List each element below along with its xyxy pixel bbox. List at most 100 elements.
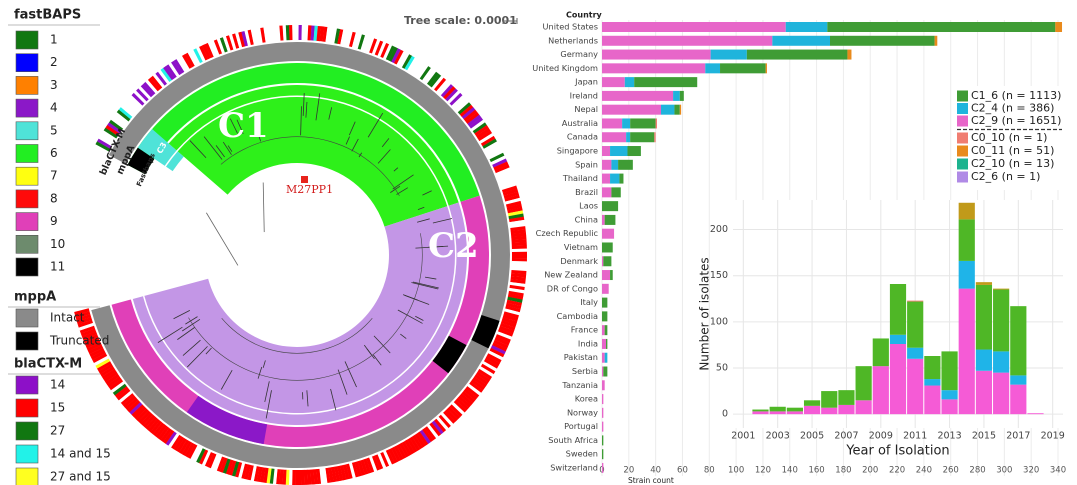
resistance-stripe	[195, 448, 206, 464]
resistance-stripe	[160, 67, 172, 82]
resistance-stripe	[114, 111, 129, 124]
bar-segment	[720, 63, 766, 74]
resistance-stripe	[171, 60, 182, 76]
resistance-stripe	[501, 317, 518, 325]
fastbaps-ring-11	[432, 335, 467, 374]
legend-swatch	[15, 144, 39, 163]
resistance-stripe	[93, 355, 109, 366]
resistance-stripe	[238, 31, 246, 48]
bar-segment	[602, 63, 706, 74]
tree-branch	[302, 93, 305, 116]
resistance-stripe	[157, 426, 170, 441]
category-label: Pakistan	[564, 352, 598, 362]
tree-branch	[181, 318, 201, 332]
resistance-stripe	[477, 130, 493, 142]
resistance-stripe	[244, 464, 251, 480]
resistance-stripe	[213, 39, 223, 55]
clade-c2-sector	[132, 202, 467, 425]
resistance-stripe	[475, 371, 491, 383]
resistance-stripe	[414, 62, 426, 77]
tree-branch	[337, 369, 348, 395]
histogram-segment	[993, 288, 1010, 290]
legend-title: blaCTX-M	[14, 357, 82, 372]
legend-swatch	[15, 257, 39, 277]
resistance-stripe	[511, 258, 527, 262]
resistance-stripe	[127, 399, 141, 413]
resistance-stripe	[467, 114, 482, 127]
resistance-stripe	[457, 395, 472, 408]
histogram-segment	[907, 358, 924, 415]
resistance-stripe	[199, 45, 209, 61]
bar-segment	[602, 22, 786, 32]
resistance-stripe	[431, 420, 444, 435]
resistance-stripe	[112, 114, 127, 127]
resistance-stripe	[363, 458, 372, 474]
bar-segment	[610, 173, 620, 184]
resistance-stripe	[257, 27, 263, 44]
bar-segment	[610, 146, 628, 157]
legend-swatch	[15, 308, 39, 328]
category-label: Canada	[567, 132, 598, 142]
resistance-stripe	[328, 27, 334, 43]
histogram-segment	[941, 399, 958, 415]
bar-segment	[765, 63, 767, 74]
resistance-stripe	[510, 232, 527, 238]
resistance-stripe	[107, 122, 122, 134]
resistance-stripe	[90, 350, 106, 361]
resistance-stripe	[168, 62, 180, 77]
resistance-stripe	[406, 438, 418, 453]
legend-swatch	[957, 145, 968, 157]
bar-segment	[602, 132, 627, 143]
tree-branch	[351, 138, 359, 152]
histogram-segment	[907, 300, 924, 302]
resistance-stripe	[291, 469, 296, 485]
resistance-stripe	[266, 468, 272, 484]
bar-segment	[679, 90, 684, 101]
resistance-stripe	[182, 54, 193, 69]
legend-label: 14 and 15	[50, 447, 111, 461]
bar-segment	[602, 311, 608, 322]
category-label: Norway	[567, 407, 598, 417]
resistance-stripe	[455, 397, 469, 411]
bar-segment	[705, 63, 721, 74]
reference-marker	[301, 176, 308, 183]
resistance-stripe	[429, 422, 442, 437]
resistance-stripe	[383, 44, 393, 60]
x-tick-label: 200	[862, 466, 878, 476]
bar-segment	[710, 49, 747, 60]
bar-segment	[602, 435, 604, 446]
resistance-stripe	[501, 185, 518, 194]
bar-segment	[602, 49, 711, 60]
legend-swatch	[15, 98, 39, 118]
resistance-stripe	[145, 79, 158, 94]
resistance-stripe	[482, 361, 497, 372]
resistance-stripe	[310, 25, 315, 41]
category-label: United States	[543, 22, 598, 32]
resistance-stripe	[201, 450, 211, 466]
resistance-stripe	[399, 442, 410, 458]
bar-segment	[602, 421, 604, 432]
x-tick-label: 20	[623, 466, 634, 476]
legend-label: C2_6 (n = 1)	[971, 170, 1040, 183]
legend-label: C2_9 (n = 1651)	[971, 114, 1061, 127]
resistance-stripe	[453, 399, 467, 413]
resistance-stripe	[461, 390, 476, 403]
resistance-stripe	[442, 410, 456, 424]
tree-branch	[257, 366, 263, 379]
resistance-stripe	[424, 69, 437, 84]
resistance-stripe	[451, 95, 465, 108]
resistance-stripe	[465, 112, 480, 124]
resistance-stripe	[207, 41, 217, 57]
y-tick-label: 50	[716, 363, 728, 374]
fastbaps-ring-4	[186, 395, 268, 445]
x-tick-label: 2019	[1041, 431, 1065, 442]
x-tick-label: 2009	[869, 431, 893, 442]
resistance-stripe	[204, 42, 214, 58]
resistance-stripe	[510, 278, 526, 285]
histogram-segment	[803, 400, 821, 406]
resistance-stripe	[503, 191, 520, 199]
resistance-stripe	[282, 469, 287, 485]
resistance-stripe	[131, 404, 145, 418]
resistance-stripe	[92, 353, 108, 363]
tree-branch	[396, 187, 409, 195]
